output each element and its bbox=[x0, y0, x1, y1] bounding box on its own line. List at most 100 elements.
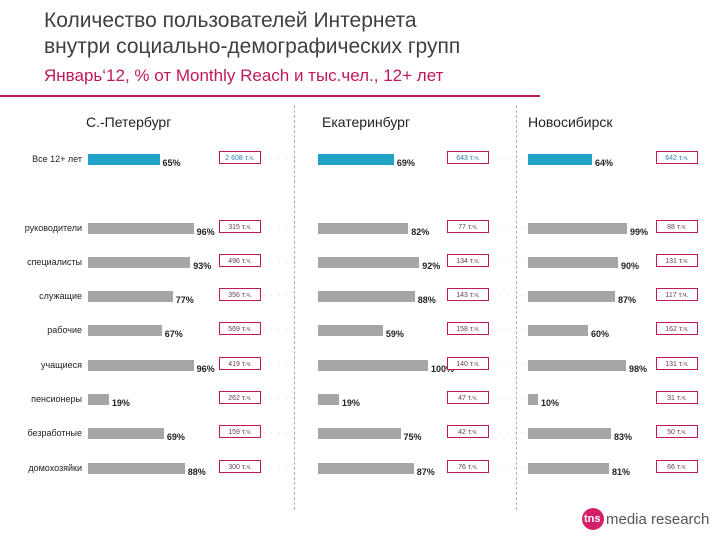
category-label: служащие bbox=[39, 291, 82, 301]
leader-dots: · · · · · bbox=[491, 465, 526, 471]
bar-2-3 bbox=[318, 257, 420, 268]
bar-1-5 bbox=[88, 325, 162, 336]
absolute-value-box: 158 т.ч. bbox=[447, 322, 489, 335]
bar-1-3 bbox=[88, 257, 191, 268]
percent-label: 64% bbox=[595, 158, 614, 168]
category-label: учащиеся bbox=[40, 360, 82, 370]
percent-label: 96% bbox=[196, 227, 215, 237]
bar-2-5 bbox=[318, 325, 383, 336]
bar-3-6 bbox=[528, 360, 626, 371]
leader-dots: · · · · · bbox=[491, 430, 526, 436]
panel-separator-1 bbox=[294, 105, 295, 510]
absolute-value-box: 134 т.ч. bbox=[447, 254, 489, 267]
panel-separator-2 bbox=[516, 105, 517, 510]
bar-2-8 bbox=[318, 428, 401, 439]
leader-dots: · · · · · bbox=[263, 327, 298, 333]
category-label: безработные bbox=[27, 428, 82, 438]
leader-dots: · · · · · bbox=[263, 156, 298, 162]
absolute-value-box: 117 т.ч. bbox=[656, 288, 698, 301]
absolute-value-box: 643 т.ч. bbox=[447, 151, 489, 164]
percent-label: 81% bbox=[612, 467, 631, 477]
absolute-value-box: 47 т.ч. bbox=[447, 391, 489, 404]
bar-2-2 bbox=[318, 223, 409, 234]
absolute-value-box: 131 т.ч. bbox=[656, 254, 698, 267]
percent-label: 59% bbox=[385, 329, 404, 339]
leader-dots: · · · · · bbox=[491, 293, 526, 299]
percent-label: 82% bbox=[411, 227, 430, 237]
leader-dots: · · · · · bbox=[491, 327, 526, 333]
title-line-1: Количество пользователей Интернета bbox=[44, 9, 417, 32]
percent-label: 88% bbox=[187, 467, 206, 477]
bar-1-4 bbox=[88, 291, 173, 302]
percent-label: 83% bbox=[614, 432, 633, 442]
bar-1-8 bbox=[88, 428, 164, 439]
absolute-value-box: 66 т.ч. bbox=[656, 460, 698, 473]
bar-3-8 bbox=[528, 428, 611, 439]
leader-dots: · · · · · bbox=[491, 156, 526, 162]
absolute-value-box: 31 т.ч. bbox=[656, 391, 698, 404]
absolute-value-box: 2 608 т.ч. bbox=[219, 151, 261, 164]
percent-label: 19% bbox=[341, 398, 360, 408]
city-title-2: Екатеринбург bbox=[322, 114, 411, 130]
percent-label: 69% bbox=[166, 432, 185, 442]
percent-label: 67% bbox=[164, 329, 183, 339]
absolute-value-box: 356 т.ч. bbox=[219, 288, 261, 301]
absolute-value-box: 262 т.ч. bbox=[219, 391, 261, 404]
percent-label: 93% bbox=[193, 261, 212, 271]
category-label: домохозяйки bbox=[28, 463, 82, 473]
bar-1-7 bbox=[88, 394, 109, 405]
percent-label: 19% bbox=[111, 398, 130, 408]
absolute-value-box: 159 т.ч. bbox=[219, 425, 261, 438]
chart-title: Количество пользователей Интернета внутр… bbox=[44, 8, 460, 60]
bar-3-5 bbox=[528, 325, 588, 336]
percent-label: 98% bbox=[629, 364, 648, 374]
percent-label: 88% bbox=[417, 295, 436, 305]
percent-label: 65% bbox=[162, 158, 181, 168]
leader-dots: · · · · · bbox=[263, 396, 298, 402]
percent-label: 87% bbox=[416, 467, 435, 477]
category-label: специалисты bbox=[27, 257, 82, 267]
percent-label: 75% bbox=[403, 432, 422, 442]
absolute-value-box: 162 т.ч. bbox=[656, 322, 698, 335]
absolute-value-box: 76 т.ч. bbox=[447, 460, 489, 473]
bar-3-4 bbox=[528, 291, 615, 302]
leader-dots: · · · · · bbox=[491, 225, 526, 231]
percent-label: 10% bbox=[541, 398, 560, 408]
percent-label: 77% bbox=[175, 295, 194, 305]
leader-dots: · · · · · bbox=[263, 293, 298, 299]
bar-1-2 bbox=[88, 223, 194, 234]
absolute-value-box: 50 т.ч. bbox=[656, 425, 698, 438]
bar-3-7 bbox=[528, 394, 538, 405]
category-label: пенсионеры bbox=[31, 394, 82, 404]
absolute-value-box: 300 т.ч. bbox=[219, 460, 261, 473]
percent-label: 60% bbox=[591, 329, 610, 339]
category-label: руководители bbox=[24, 223, 82, 233]
chart-subtitle: Январь‘12, % от Monthly Reach и тыс.чел.… bbox=[44, 66, 444, 85]
percent-label: 90% bbox=[621, 261, 640, 271]
bar-2-1 bbox=[318, 154, 394, 165]
bar-1-1 bbox=[88, 154, 160, 165]
category-label: рабочие bbox=[47, 325, 82, 335]
leader-dots: · · · · · bbox=[263, 430, 298, 436]
bar-2-9 bbox=[318, 463, 414, 474]
absolute-value-box: 496 т.ч. bbox=[219, 254, 261, 267]
percent-label: 69% bbox=[396, 158, 415, 168]
absolute-value-box: 642 т.ч. bbox=[656, 151, 698, 164]
leader-dots: · · · · · bbox=[263, 465, 298, 471]
bar-3-2 bbox=[528, 223, 627, 234]
leader-dots: · · · · · bbox=[263, 259, 298, 265]
absolute-value-box: 42 т.ч. bbox=[447, 425, 489, 438]
absolute-value-box: 419 т.ч. bbox=[219, 357, 261, 370]
percent-label: 99% bbox=[630, 227, 649, 237]
bar-3-9 bbox=[528, 463, 609, 474]
absolute-value-box: 143 т.ч. bbox=[447, 288, 489, 301]
title-line-2: внутри социально-демографических групп bbox=[44, 35, 461, 58]
bar-2-6 bbox=[318, 360, 428, 371]
absolute-value-box: 77 т.ч. bbox=[447, 220, 489, 233]
bar-3-1 bbox=[528, 154, 592, 165]
absolute-value-box: 88 т.ч. bbox=[656, 220, 698, 233]
logo-circle-icon bbox=[582, 508, 604, 530]
bar-1-9 bbox=[88, 463, 185, 474]
absolute-value-box: 315 т.ч. bbox=[219, 220, 261, 233]
absolute-value-box: 140 т.ч. bbox=[447, 357, 489, 370]
